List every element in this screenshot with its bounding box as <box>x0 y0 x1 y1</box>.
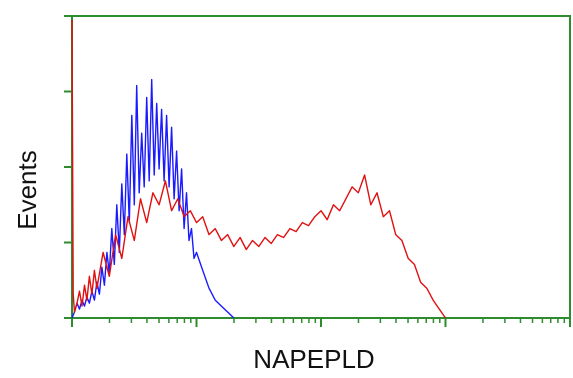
axis-ticks <box>64 15 571 327</box>
series-group <box>71 19 447 319</box>
series-line-blue <box>71 78 235 319</box>
y-axis-label: Events <box>12 150 42 230</box>
plot-border <box>71 15 571 319</box>
x-axis-label: NAPEPLD <box>253 344 374 374</box>
plot-frame <box>71 15 571 319</box>
series-line-red <box>71 19 447 319</box>
